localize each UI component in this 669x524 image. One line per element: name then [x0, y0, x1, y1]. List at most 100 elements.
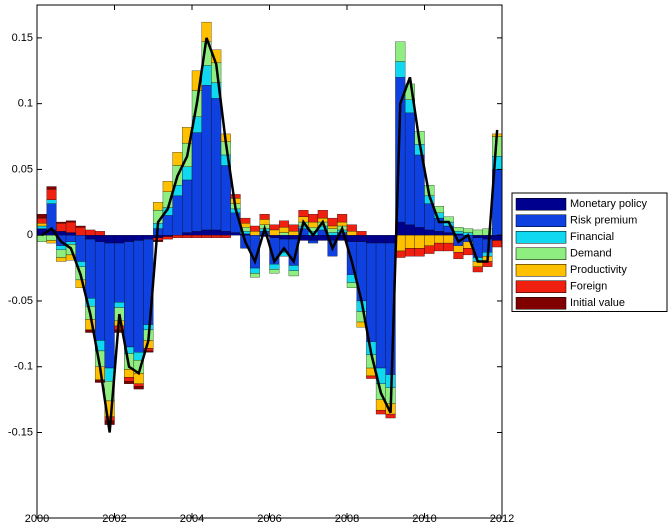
bar-segment: [269, 269, 280, 274]
bar-segment: [153, 237, 164, 241]
bar-segment: [46, 199, 57, 204]
bar-segment: [56, 245, 67, 250]
legend-label: Risk premium: [570, 215, 637, 227]
bar-segment: [279, 232, 290, 236]
bar-segment: [220, 165, 231, 232]
bar-segment: [424, 229, 435, 236]
bar-segment: [317, 210, 328, 219]
bar-segment: [56, 231, 67, 236]
bar-segment: [375, 409, 386, 415]
legend-label: Productivity: [570, 264, 627, 276]
bar-segment: [36, 223, 47, 227]
bar-segment: [249, 267, 260, 274]
bar-segment: [56, 221, 67, 224]
bar-segment: [182, 179, 193, 233]
y-tick-label: -0.1: [14, 361, 33, 373]
bar-segment: [279, 220, 290, 228]
y-tick-label: 0.1: [18, 98, 33, 110]
bar-segment: [162, 181, 173, 192]
bar-segment: [153, 202, 164, 211]
bar-segment: [453, 252, 464, 260]
bar-segment: [75, 235, 86, 262]
bar-segment: [279, 227, 290, 233]
bar-segment: [404, 224, 415, 236]
bar-segment: [356, 235, 367, 242]
bar-segment: [288, 231, 299, 236]
legend-swatch: [515, 214, 567, 227]
bar-segment: [482, 235, 493, 240]
bar-segment: [46, 235, 57, 241]
bar-segment: [56, 257, 67, 262]
bar-segment: [201, 85, 212, 231]
bar-segment: [201, 229, 212, 236]
bar-segment: [453, 227, 464, 232]
legend-swatch: [515, 231, 567, 244]
bar-segment: [288, 224, 299, 232]
bar-segment: [279, 235, 290, 240]
legend-swatch: [515, 247, 567, 260]
bar-segment: [395, 41, 406, 62]
y-tick-label: -0.15: [8, 426, 33, 438]
bar-segment: [124, 241, 135, 348]
bar-segment: [346, 231, 357, 236]
bar-segment: [182, 232, 193, 236]
x-tick-label: 2012: [490, 513, 514, 524]
bar-segment: [114, 302, 125, 308]
bar-segment: [375, 235, 386, 244]
bar-segment: [404, 248, 415, 257]
bar-segment: [46, 189, 57, 200]
bar-segment: [259, 219, 270, 225]
bar-segment: [259, 213, 270, 220]
bar-segment: [182, 166, 193, 181]
bar-segment: [162, 215, 173, 236]
bar-segment: [211, 235, 222, 238]
bar-segment: [172, 152, 183, 166]
bar-segment: [124, 235, 135, 242]
bar-segment: [288, 265, 299, 271]
bar-segment: [395, 61, 406, 78]
bar-segment: [220, 235, 231, 238]
bar-segment: [375, 242, 386, 369]
bar-segment: [298, 210, 309, 217]
bar-segment: [404, 235, 415, 249]
legend-label: Initial value: [570, 297, 625, 309]
bar-segment: [114, 242, 125, 303]
bar-segment: [269, 263, 280, 270]
bar-segment: [94, 231, 105, 236]
bar-segment: [434, 231, 445, 236]
bar-segment: [211, 98, 222, 231]
y-tick-label: -0.05: [8, 295, 33, 307]
bar-segment: [172, 195, 183, 236]
bar-segment: [191, 235, 202, 238]
legend-swatch: [515, 280, 567, 293]
legend-swatch: [515, 297, 567, 310]
bar-segment: [366, 242, 377, 342]
bar-segment: [85, 238, 96, 299]
bar-segment: [191, 231, 202, 236]
bar-segment: [327, 232, 338, 236]
bar-segment: [395, 250, 406, 258]
bar-segment: [85, 235, 96, 240]
bar-segment: [172, 235, 183, 238]
x-tick-label: 2008: [335, 513, 359, 524]
bar-segment: [443, 232, 454, 236]
bar-segment: [249, 225, 260, 232]
y-tick-label: 0.15: [12, 32, 33, 44]
bar-segment: [308, 221, 319, 228]
bar-segment: [414, 235, 425, 249]
bar-segment: [385, 235, 396, 244]
bar-segment: [133, 386, 144, 390]
legend-swatch: [515, 198, 567, 211]
bar-segment: [346, 282, 357, 288]
bar-segment: [143, 235, 154, 240]
bar-segment: [65, 221, 76, 233]
bar-segment: [424, 245, 435, 254]
bar-segment: [443, 235, 454, 244]
bar-segment: [36, 213, 47, 219]
bar-segment: [36, 217, 47, 224]
bar-segment: [85, 229, 96, 236]
total-line: [41, 37, 499, 433]
x-tick-label: 2006: [257, 513, 281, 524]
bar-segment: [46, 240, 57, 244]
